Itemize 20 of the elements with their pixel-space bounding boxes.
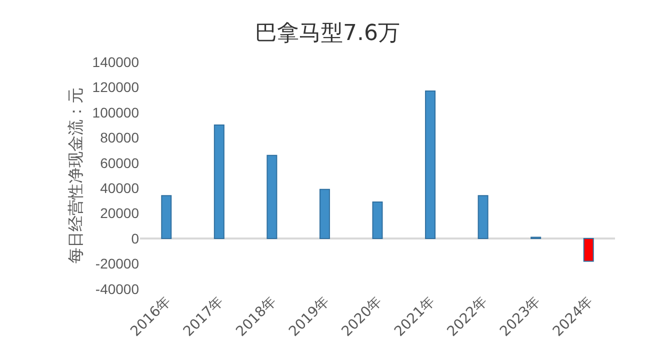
bar (425, 90, 436, 240)
y-tick-label: 20000 (100, 205, 140, 222)
y-tick-label: 40000 (100, 180, 140, 196)
bar (478, 195, 488, 240)
bar (583, 238, 594, 262)
y-tick-label: 80000 (100, 130, 140, 146)
y-tick-label: 120000 (92, 79, 140, 96)
chart-title: 巴拿马型7.6万 (255, 20, 400, 46)
y-tick-label: 140000 (92, 54, 140, 70)
bar (161, 195, 172, 240)
bar (372, 201, 383, 240)
y-tick-label: 60000 (100, 154, 140, 171)
y-tick-label: -20000 (95, 256, 140, 272)
bar (214, 124, 224, 240)
y-axis-title: 每日经营性净现金流：元 (66, 88, 86, 264)
y-tick-label: -40000 (95, 280, 140, 297)
bar (266, 154, 278, 240)
bar (319, 188, 330, 240)
y-tick-label: 100000 (92, 104, 140, 120)
y-tick-label: 0 (131, 230, 140, 246)
